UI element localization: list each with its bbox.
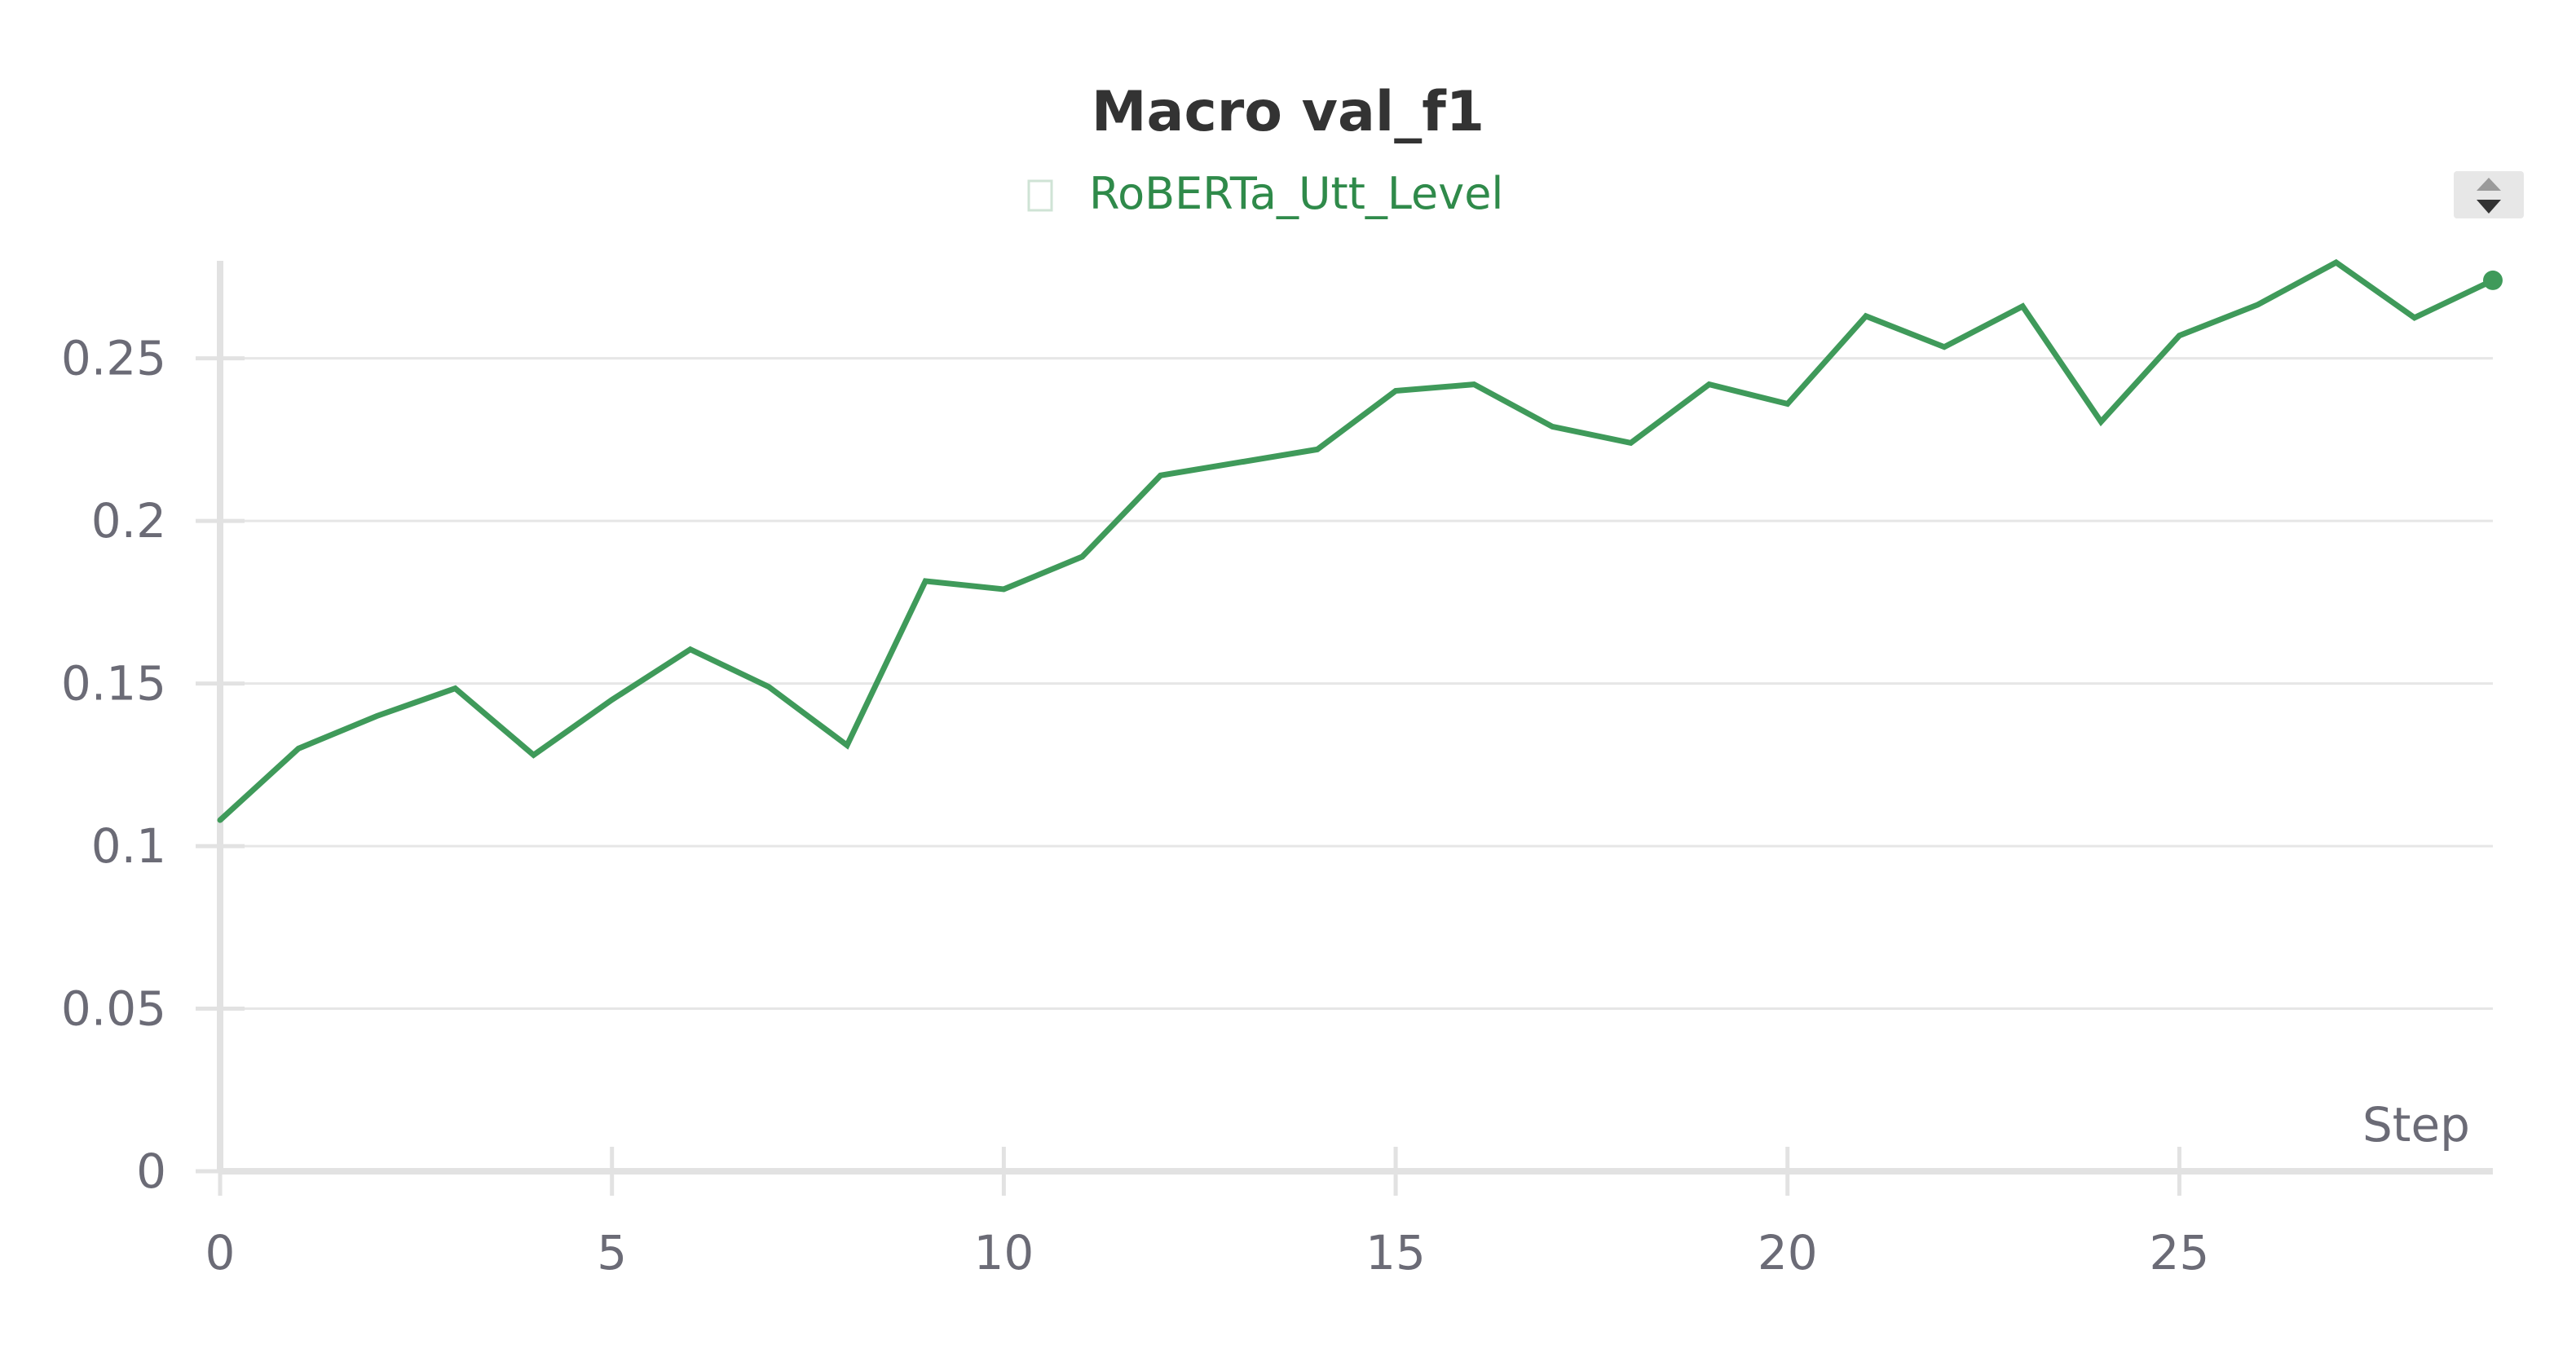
x-tick-label: 5 — [597, 1225, 627, 1280]
y-tick-label: 0.15 — [61, 656, 166, 712]
grid-lines — [220, 357, 2493, 1011]
legend[interactable]: RoBERTa_Utt_Level — [1027, 168, 1503, 219]
scroll-down-icon[interactable] — [2477, 200, 2501, 214]
tick-labels: 0 0.05 0.1 0.15 0.2 0.25 0 5 10 15 20 25 — [61, 331, 2209, 1280]
x-tick-label: 0 — [205, 1225, 236, 1280]
x-tick-label: 15 — [1365, 1225, 1426, 1280]
x-tick-label: 25 — [2150, 1225, 2210, 1280]
series-endpoint — [2483, 270, 2503, 290]
scroll-up-icon[interactable] — [2477, 178, 2501, 191]
x-axis-label: Step — [2362, 1097, 2470, 1152]
legend-scroll-background — [2454, 171, 2524, 218]
x-tick-label: 20 — [1758, 1225, 1818, 1280]
y-tick-label: 0.1 — [91, 818, 166, 874]
x-tick-label: 10 — [973, 1225, 1034, 1280]
y-tick-label: 0.05 — [61, 981, 166, 1037]
legend-scroll-control[interactable] — [2454, 171, 2524, 218]
series-layer — [217, 258, 2503, 823]
y-tick-label: 0.25 — [61, 331, 166, 386]
chart-title: Macro val_f1 — [1092, 80, 1484, 144]
axes — [217, 261, 2493, 1175]
series-line-RoBERTa_Utt_Level — [217, 258, 2496, 823]
y-tick-label: 0.2 — [91, 493, 166, 549]
legend-swatch — [1027, 179, 1053, 212]
y-tick-label: 0 — [136, 1144, 166, 1199]
legend-label: RoBERTa_Utt_Level — [1089, 168, 1503, 219]
